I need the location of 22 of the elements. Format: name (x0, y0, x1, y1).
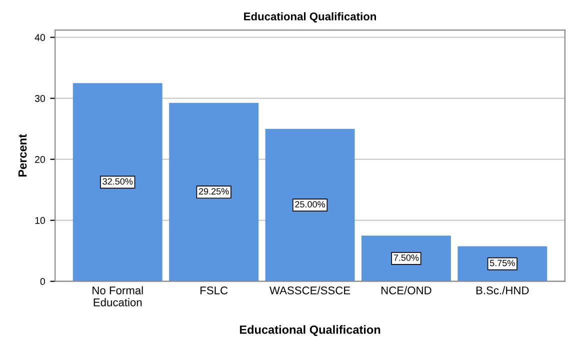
x-tick-label: B.Sc./HND (476, 286, 529, 294)
data-label: 25.00% (295, 201, 325, 208)
chart-title: Educational Qualification (244, 12, 376, 22)
bar (72, 83, 162, 282)
data-label: 5.75% (490, 260, 515, 266)
y-axis-title: Percent (18, 134, 27, 177)
x-tick-label: NCE/OND (381, 286, 432, 294)
y-tick-label: 10 (35, 217, 45, 224)
bar (265, 128, 355, 282)
x-tick-label: WASSCE/SSCE (270, 286, 350, 294)
y-tick-label: 0 (40, 278, 45, 285)
data-label: 29.25% (198, 188, 229, 195)
y-tick-label: 40 (34, 34, 45, 41)
y-tick-label: 30 (34, 95, 45, 102)
x-tick-label: FSLC (200, 286, 228, 294)
data-label: 7.50% (394, 254, 419, 261)
bar (169, 102, 259, 282)
data-label: 32.50% (102, 178, 133, 185)
x-tick-label: No Formal Education (92, 286, 143, 306)
x-axis-title: Educational Qualification (240, 325, 380, 336)
y-tick-label: 20 (35, 156, 45, 163)
bar (361, 236, 451, 282)
